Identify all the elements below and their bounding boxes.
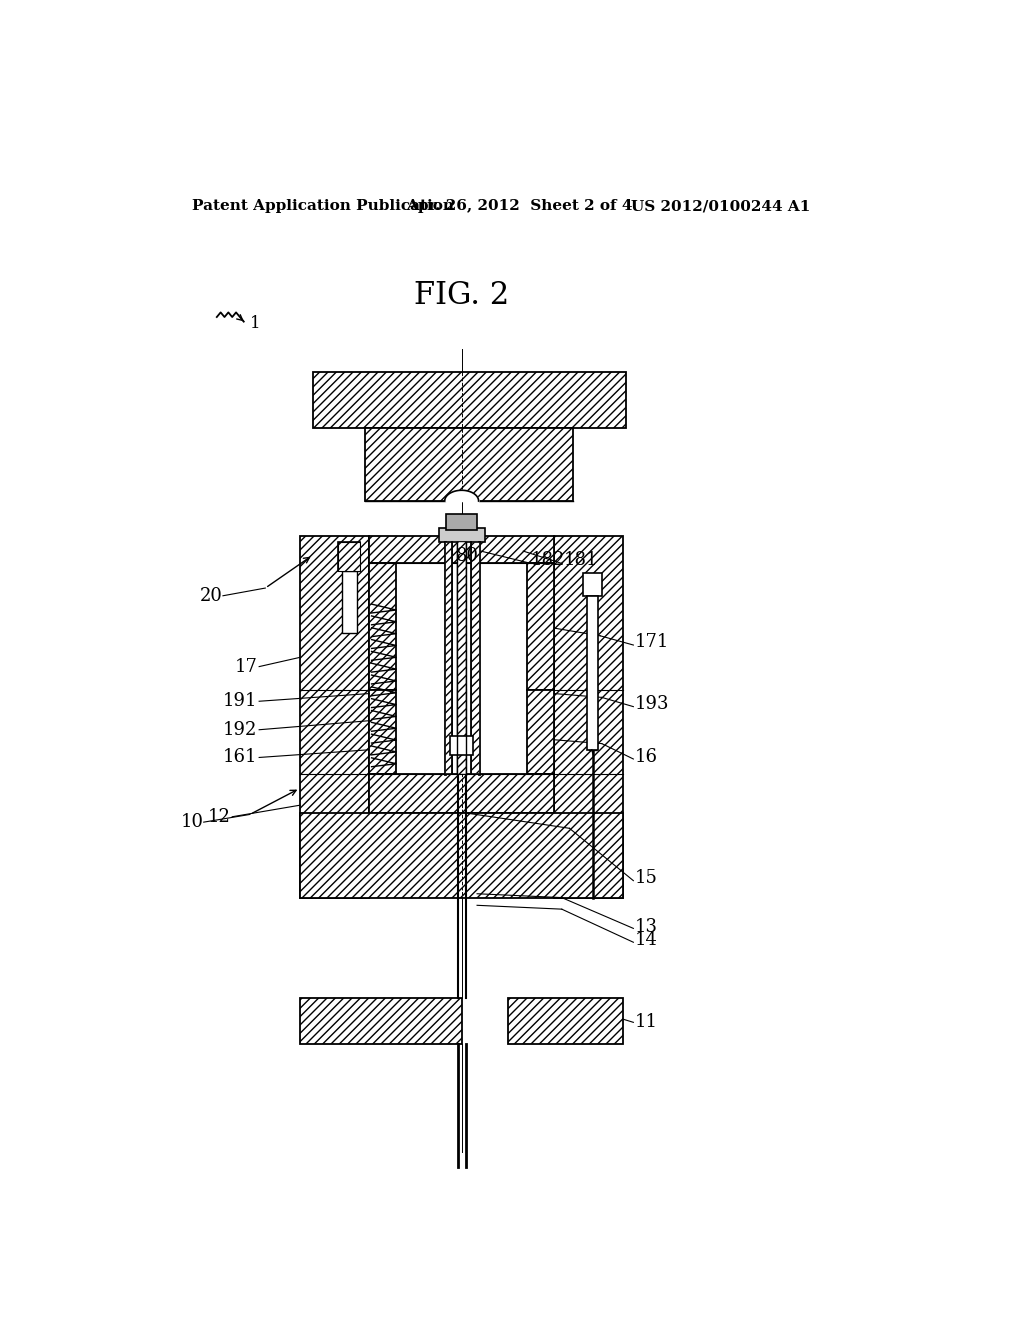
Text: 15: 15 bbox=[635, 870, 657, 887]
Bar bbox=[446, 515, 477, 529]
Bar bbox=[342, 572, 357, 632]
Bar bbox=[370, 562, 396, 689]
Text: 11: 11 bbox=[635, 1014, 657, 1031]
Bar bbox=[508, 998, 624, 1044]
Bar bbox=[313, 372, 626, 428]
Bar bbox=[527, 562, 554, 689]
Bar bbox=[554, 536, 624, 898]
Bar bbox=[370, 536, 554, 562]
Text: 20: 20 bbox=[200, 587, 223, 605]
Text: Patent Application Publication: Patent Application Publication bbox=[193, 199, 455, 213]
Text: 171: 171 bbox=[635, 634, 670, 651]
Bar bbox=[370, 689, 396, 775]
Text: 192: 192 bbox=[223, 721, 258, 739]
Text: 193: 193 bbox=[635, 694, 670, 713]
Text: 10: 10 bbox=[180, 813, 204, 832]
Text: Apr. 26, 2012  Sheet 2 of 4: Apr. 26, 2012 Sheet 2 of 4 bbox=[407, 199, 633, 213]
Text: 80: 80 bbox=[456, 546, 478, 565]
Text: 12: 12 bbox=[208, 808, 230, 826]
Text: 191: 191 bbox=[223, 692, 258, 710]
Text: 14: 14 bbox=[635, 931, 657, 949]
Bar bbox=[366, 428, 573, 502]
Text: 13: 13 bbox=[635, 917, 657, 936]
Text: 181: 181 bbox=[563, 552, 598, 569]
Bar bbox=[438, 528, 484, 543]
Text: FIG. 2: FIG. 2 bbox=[414, 280, 509, 312]
Bar bbox=[300, 536, 370, 898]
Text: 1: 1 bbox=[250, 315, 260, 333]
Text: 17: 17 bbox=[234, 657, 258, 676]
Bar bbox=[300, 813, 624, 898]
Bar bbox=[370, 775, 554, 813]
Text: 16: 16 bbox=[635, 748, 657, 767]
Bar bbox=[339, 543, 360, 572]
Bar bbox=[527, 689, 554, 775]
Bar bbox=[587, 595, 598, 750]
Bar bbox=[457, 543, 466, 775]
Bar bbox=[584, 573, 602, 595]
Text: US 2012/0100244 A1: US 2012/0100244 A1 bbox=[631, 199, 810, 213]
Bar bbox=[444, 543, 453, 774]
Text: 182: 182 bbox=[531, 552, 565, 569]
Bar bbox=[451, 737, 473, 755]
Text: 161: 161 bbox=[223, 748, 258, 767]
Bar bbox=[339, 543, 360, 572]
Bar bbox=[471, 543, 478, 774]
Bar bbox=[300, 998, 462, 1044]
